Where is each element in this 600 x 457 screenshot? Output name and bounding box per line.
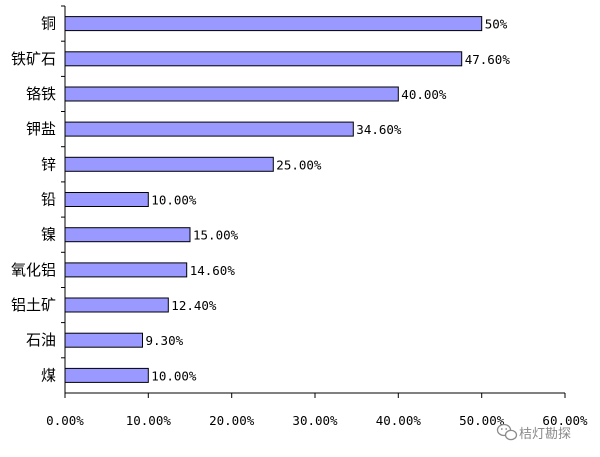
- x-tick-label: 30.00%: [292, 413, 338, 428]
- axes-group: [61, 5, 566, 398]
- data-label: 9.30%: [146, 333, 184, 348]
- category-label: 石油: [26, 331, 56, 349]
- x-tick-label: 0.00%: [46, 413, 84, 428]
- bar: [64, 51, 463, 67]
- category-label: 锌: [41, 155, 56, 173]
- bar: [64, 192, 149, 207]
- data-label: 14.60%: [190, 263, 236, 278]
- category-label: 煤: [41, 366, 56, 384]
- data-label: 10.00%: [151, 193, 197, 208]
- x-tick-label: 10.00%: [126, 413, 172, 428]
- x-tick-label: 50.00%: [459, 413, 505, 428]
- bar: [64, 86, 399, 102]
- bar: [64, 156, 274, 172]
- bar: [64, 16, 483, 32]
- watermark-text: 桔灯勘探: [519, 427, 571, 442]
- data-label: 15.00%: [193, 228, 239, 243]
- data-label: 25.00%: [276, 157, 322, 172]
- category-label: 铬铁: [26, 85, 56, 103]
- category-label: 镍: [41, 226, 56, 244]
- x-tick-label: 60.00%: [542, 413, 588, 428]
- category-label: 铜: [41, 15, 56, 33]
- bar: [64, 262, 188, 278]
- category-label: 铁矿石: [11, 50, 56, 68]
- x-tick-label: 20.00%: [209, 413, 255, 428]
- bar: [64, 332, 143, 348]
- data-label: 10.00%: [151, 368, 197, 383]
- data-label: 34.60%: [356, 122, 402, 137]
- bar: [64, 297, 169, 313]
- category-label: 铝土矿: [11, 296, 56, 314]
- data-label: 47.60%: [465, 52, 511, 67]
- bar: [64, 121, 354, 137]
- x-tick-label: 40.00%: [376, 413, 422, 428]
- wechat-icon: [496, 423, 518, 441]
- data-label: 40.00%: [401, 87, 447, 102]
- labels-group: 铜 50% 铁矿石 47.60% 铬铁 40.00% 钾盐 34.60% 锌 25.00% 铅 10.…: [11, 15, 588, 428]
- category-label: 钾盐: [26, 120, 56, 138]
- data-label: 12.40%: [171, 298, 217, 313]
- category-label: 铅: [41, 191, 56, 209]
- bar: [64, 227, 191, 243]
- watermark: 桔灯勘探: [496, 423, 571, 442]
- data-label: 50%: [485, 17, 508, 32]
- bars-group: [64, 16, 483, 383]
- category-label: 氧化铝: [11, 261, 56, 279]
- bar: [64, 367, 149, 383]
